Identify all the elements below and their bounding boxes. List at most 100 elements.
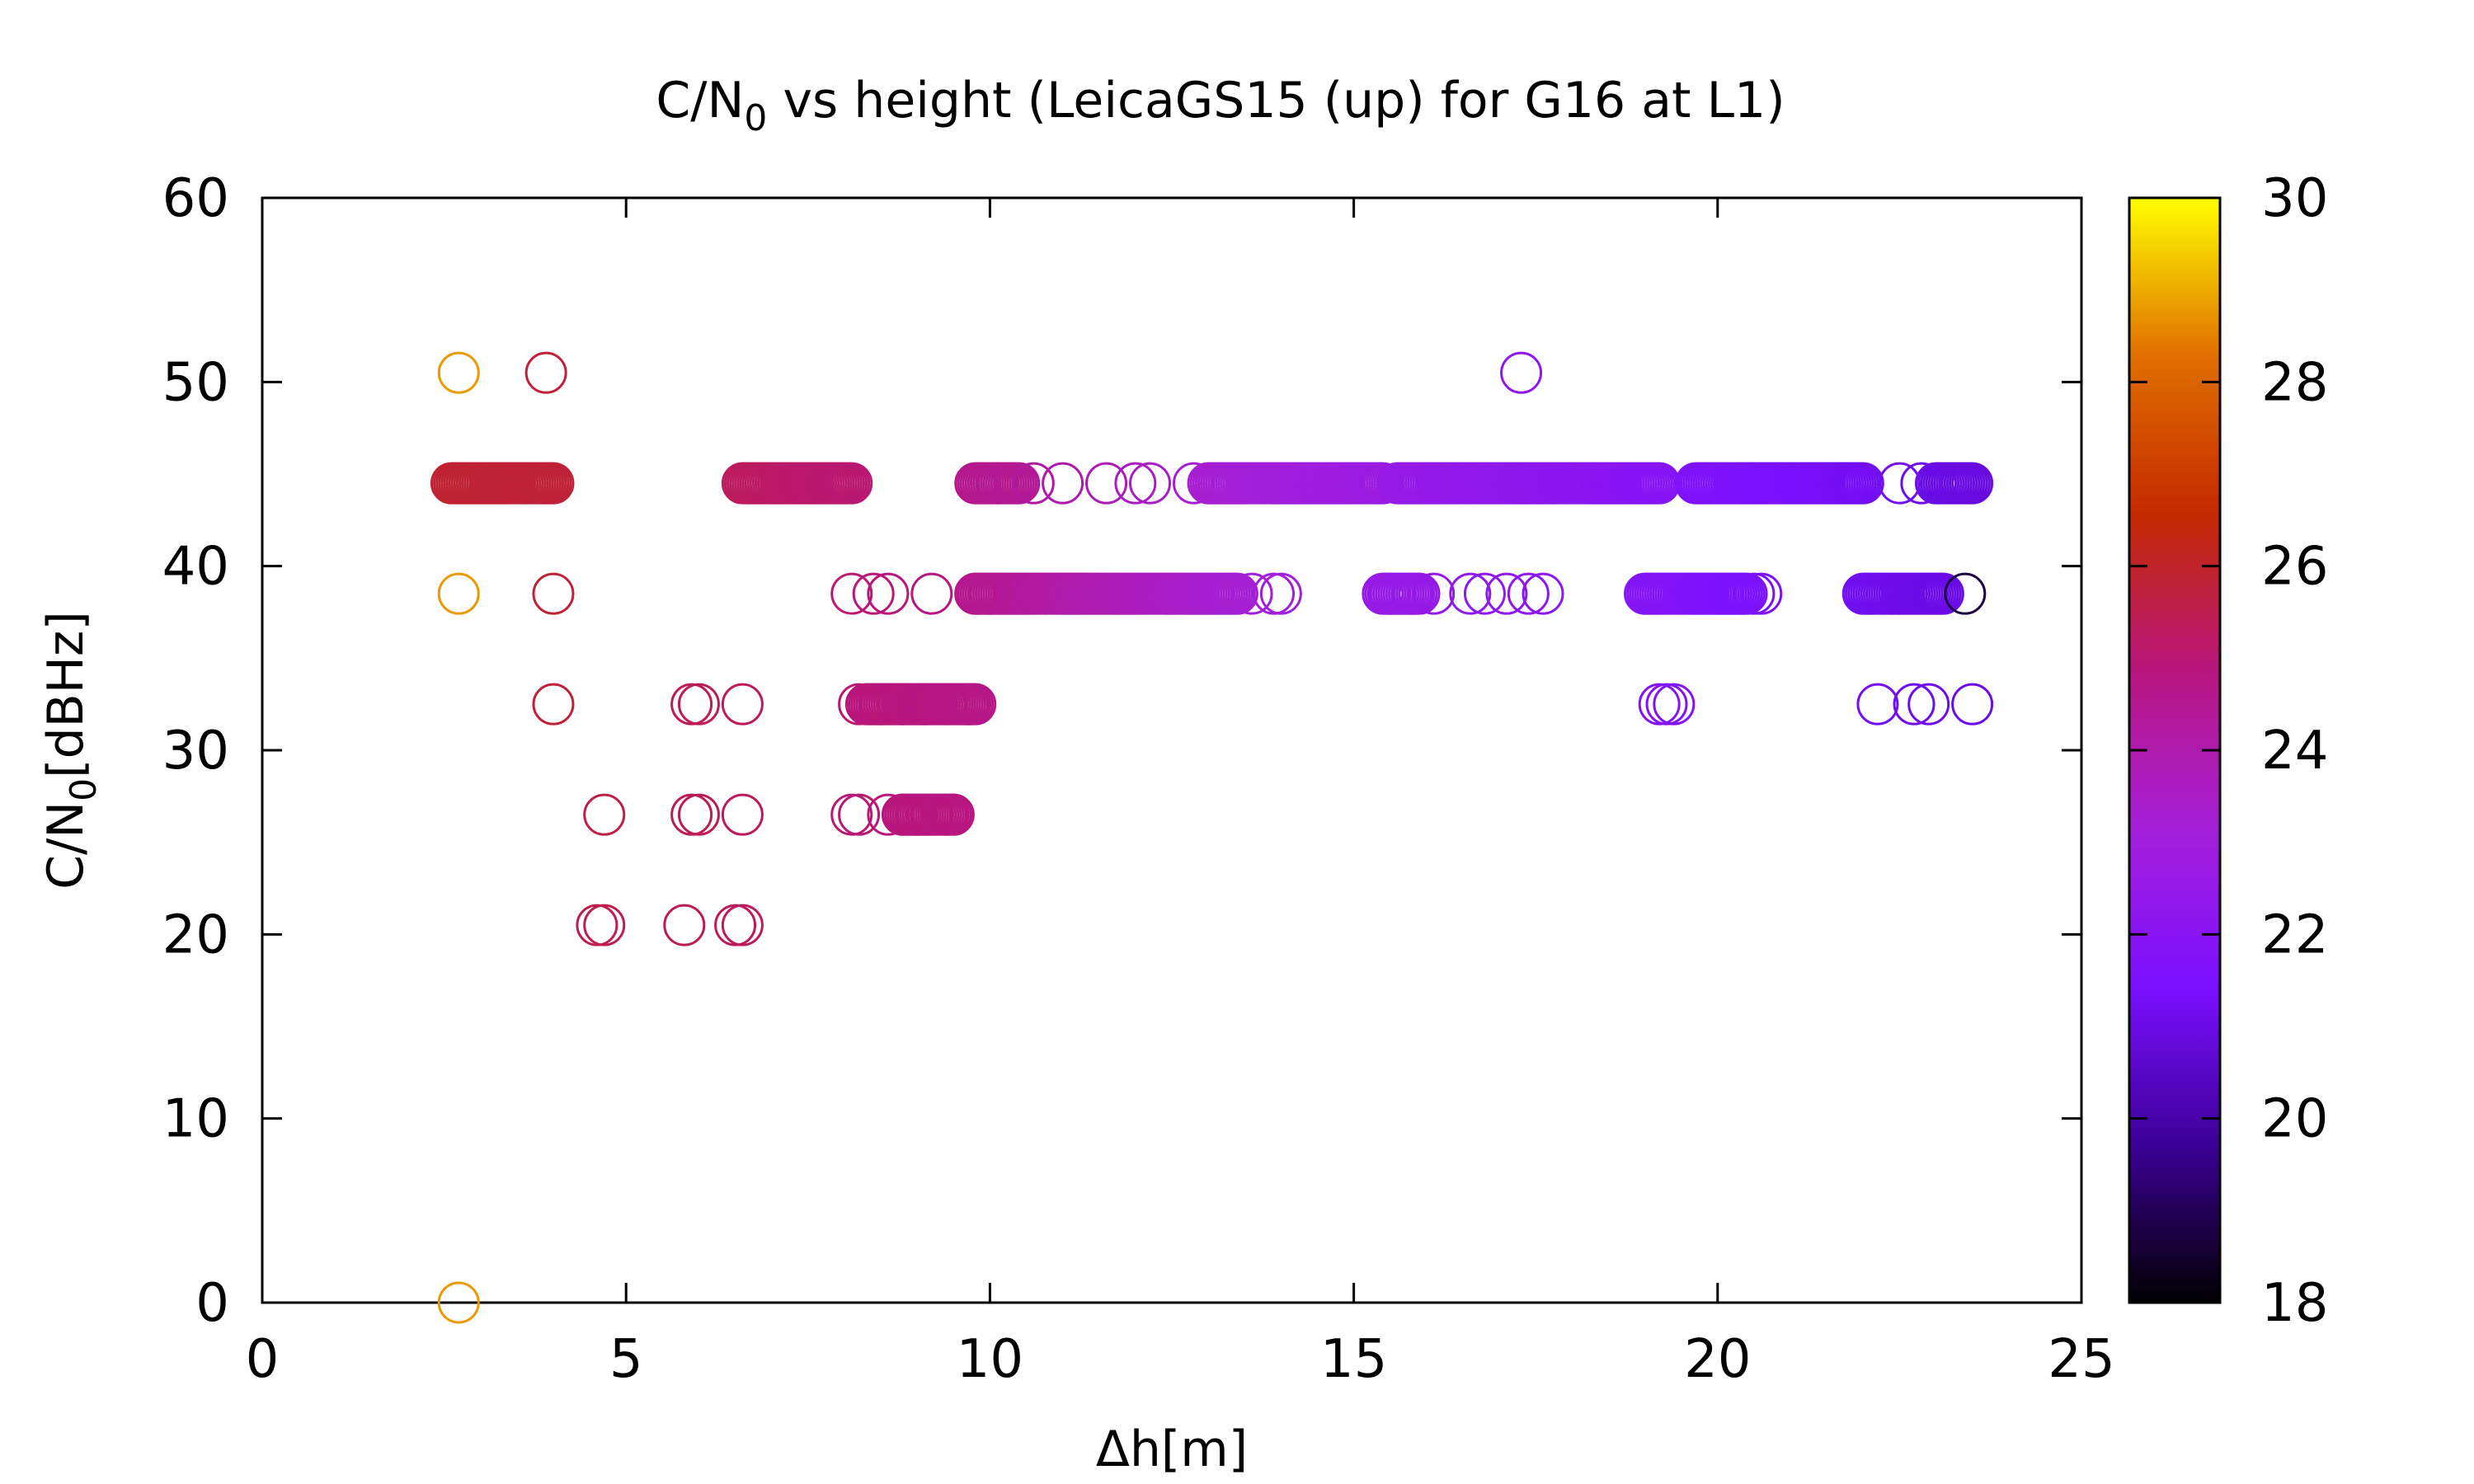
data-point <box>1638 683 1681 726</box>
data-point <box>882 793 924 836</box>
data-point <box>1172 462 1215 505</box>
data-point <box>670 683 713 726</box>
data-point <box>1921 572 1964 615</box>
data-point <box>1951 683 1994 726</box>
data-point <box>670 793 713 836</box>
data-point <box>867 793 910 836</box>
data-point <box>1259 572 1302 615</box>
data-point <box>1841 462 1884 505</box>
data-point <box>1907 683 1950 726</box>
x-tick-label: 5 <box>609 1329 643 1390</box>
x-tick-label: 25 <box>2048 1329 2114 1390</box>
data-point <box>1900 462 1943 505</box>
data-point <box>859 683 902 726</box>
chart-title-pre: C/N <box>656 72 744 129</box>
data-point <box>998 462 1041 505</box>
y-axis-title: C/N0[dBHz] <box>37 611 105 890</box>
data-point <box>532 683 575 726</box>
data-point <box>1398 572 1441 615</box>
data-point <box>976 462 1018 505</box>
data-point <box>954 683 997 726</box>
data-point <box>1012 462 1055 505</box>
colorbar-tick-label: 18 <box>2261 1273 2328 1334</box>
data-point <box>1413 572 1456 615</box>
colorbar-tick-label: 30 <box>2261 168 2328 229</box>
data-point <box>924 793 967 836</box>
data-point <box>663 904 706 946</box>
data-point <box>903 683 946 726</box>
plot-frame <box>261 196 2083 1304</box>
data-point <box>1085 462 1128 505</box>
data-point <box>1645 683 1688 726</box>
data-point <box>1725 572 1768 615</box>
colorbar-tick-label: 20 <box>2261 1089 2328 1150</box>
data-markers <box>430 351 1994 1324</box>
data-point <box>968 572 1011 615</box>
colorbar-tick-label: 24 <box>2261 721 2328 782</box>
data-point <box>1485 572 1528 615</box>
chart-title-sub: 0 <box>744 97 767 139</box>
data-point <box>838 683 881 726</box>
colorbar-tick-label: 26 <box>2261 537 2328 598</box>
data-point <box>576 904 618 946</box>
data-point <box>830 793 873 836</box>
y-tick-label: 30 <box>162 721 229 782</box>
y-tick-label: 10 <box>162 1089 229 1150</box>
data-point <box>1522 572 1564 615</box>
data-point <box>437 572 480 615</box>
colorbar-tick-label: 22 <box>2261 904 2328 965</box>
data-point <box>1507 572 1550 615</box>
data-point <box>1740 572 1783 615</box>
data-point <box>1951 462 1994 505</box>
y-axis-title-sub: 0 <box>63 778 105 801</box>
data-point <box>1733 572 1776 615</box>
data-point <box>583 793 626 836</box>
data-point <box>1042 462 1084 505</box>
data-point <box>437 351 480 394</box>
data-point <box>721 683 764 726</box>
data-point <box>437 1281 480 1324</box>
data-point <box>1230 572 1273 615</box>
data-point <box>896 793 938 836</box>
data-point <box>924 683 967 726</box>
x-axis-title: Δh[m] <box>1096 1421 1248 1478</box>
plot-area: 0 5 10 15 20 25 0 10 20 30 40 50 60 <box>162 168 2115 1390</box>
data-point <box>677 793 720 836</box>
data-point <box>867 572 910 615</box>
colorbar-tick-label: 28 <box>2261 352 2328 413</box>
data-point <box>677 683 720 726</box>
x-tick-label: 0 <box>246 1329 280 1390</box>
data-point <box>1893 683 1935 726</box>
data-point <box>1944 572 1987 615</box>
colorbar: 18 20 22 24 26 28 30 <box>2128 168 2328 1334</box>
data-point <box>838 793 881 836</box>
data-point <box>830 462 873 505</box>
data-point <box>1878 462 1921 505</box>
data-point <box>1390 572 1433 615</box>
colorbar-ticks: 18 20 22 24 26 28 30 <box>2129 168 2328 1334</box>
x-tick-label: 10 <box>957 1329 1023 1390</box>
data-point <box>1500 351 1543 394</box>
data-point <box>1449 572 1492 615</box>
data-point <box>910 572 953 615</box>
data-point <box>1216 572 1258 615</box>
y-axis-ticks: 0 10 20 30 40 50 60 <box>162 168 2081 1334</box>
data-point <box>532 572 575 615</box>
data-point <box>721 904 764 946</box>
data-point <box>1114 462 1157 505</box>
data-point <box>1369 572 1412 615</box>
y-axis-title-pre: C/N <box>37 801 95 890</box>
x-tick-label: 20 <box>1684 1329 1751 1390</box>
chart-title-post: vs height (LeicaGS15 (up) for G16 at L1) <box>767 72 1785 129</box>
y-axis-title-post: [dBHz] <box>37 611 95 778</box>
x-axis-ticks: 0 5 10 15 20 25 <box>246 198 2115 1390</box>
data-point <box>852 572 895 615</box>
data-point <box>532 462 575 505</box>
y-tick-label: 20 <box>162 904 229 965</box>
y-tick-label: 50 <box>162 352 229 413</box>
data-point <box>830 572 873 615</box>
y-tick-label: 60 <box>162 168 229 229</box>
data-point <box>721 793 764 836</box>
data-point <box>1856 683 1899 726</box>
